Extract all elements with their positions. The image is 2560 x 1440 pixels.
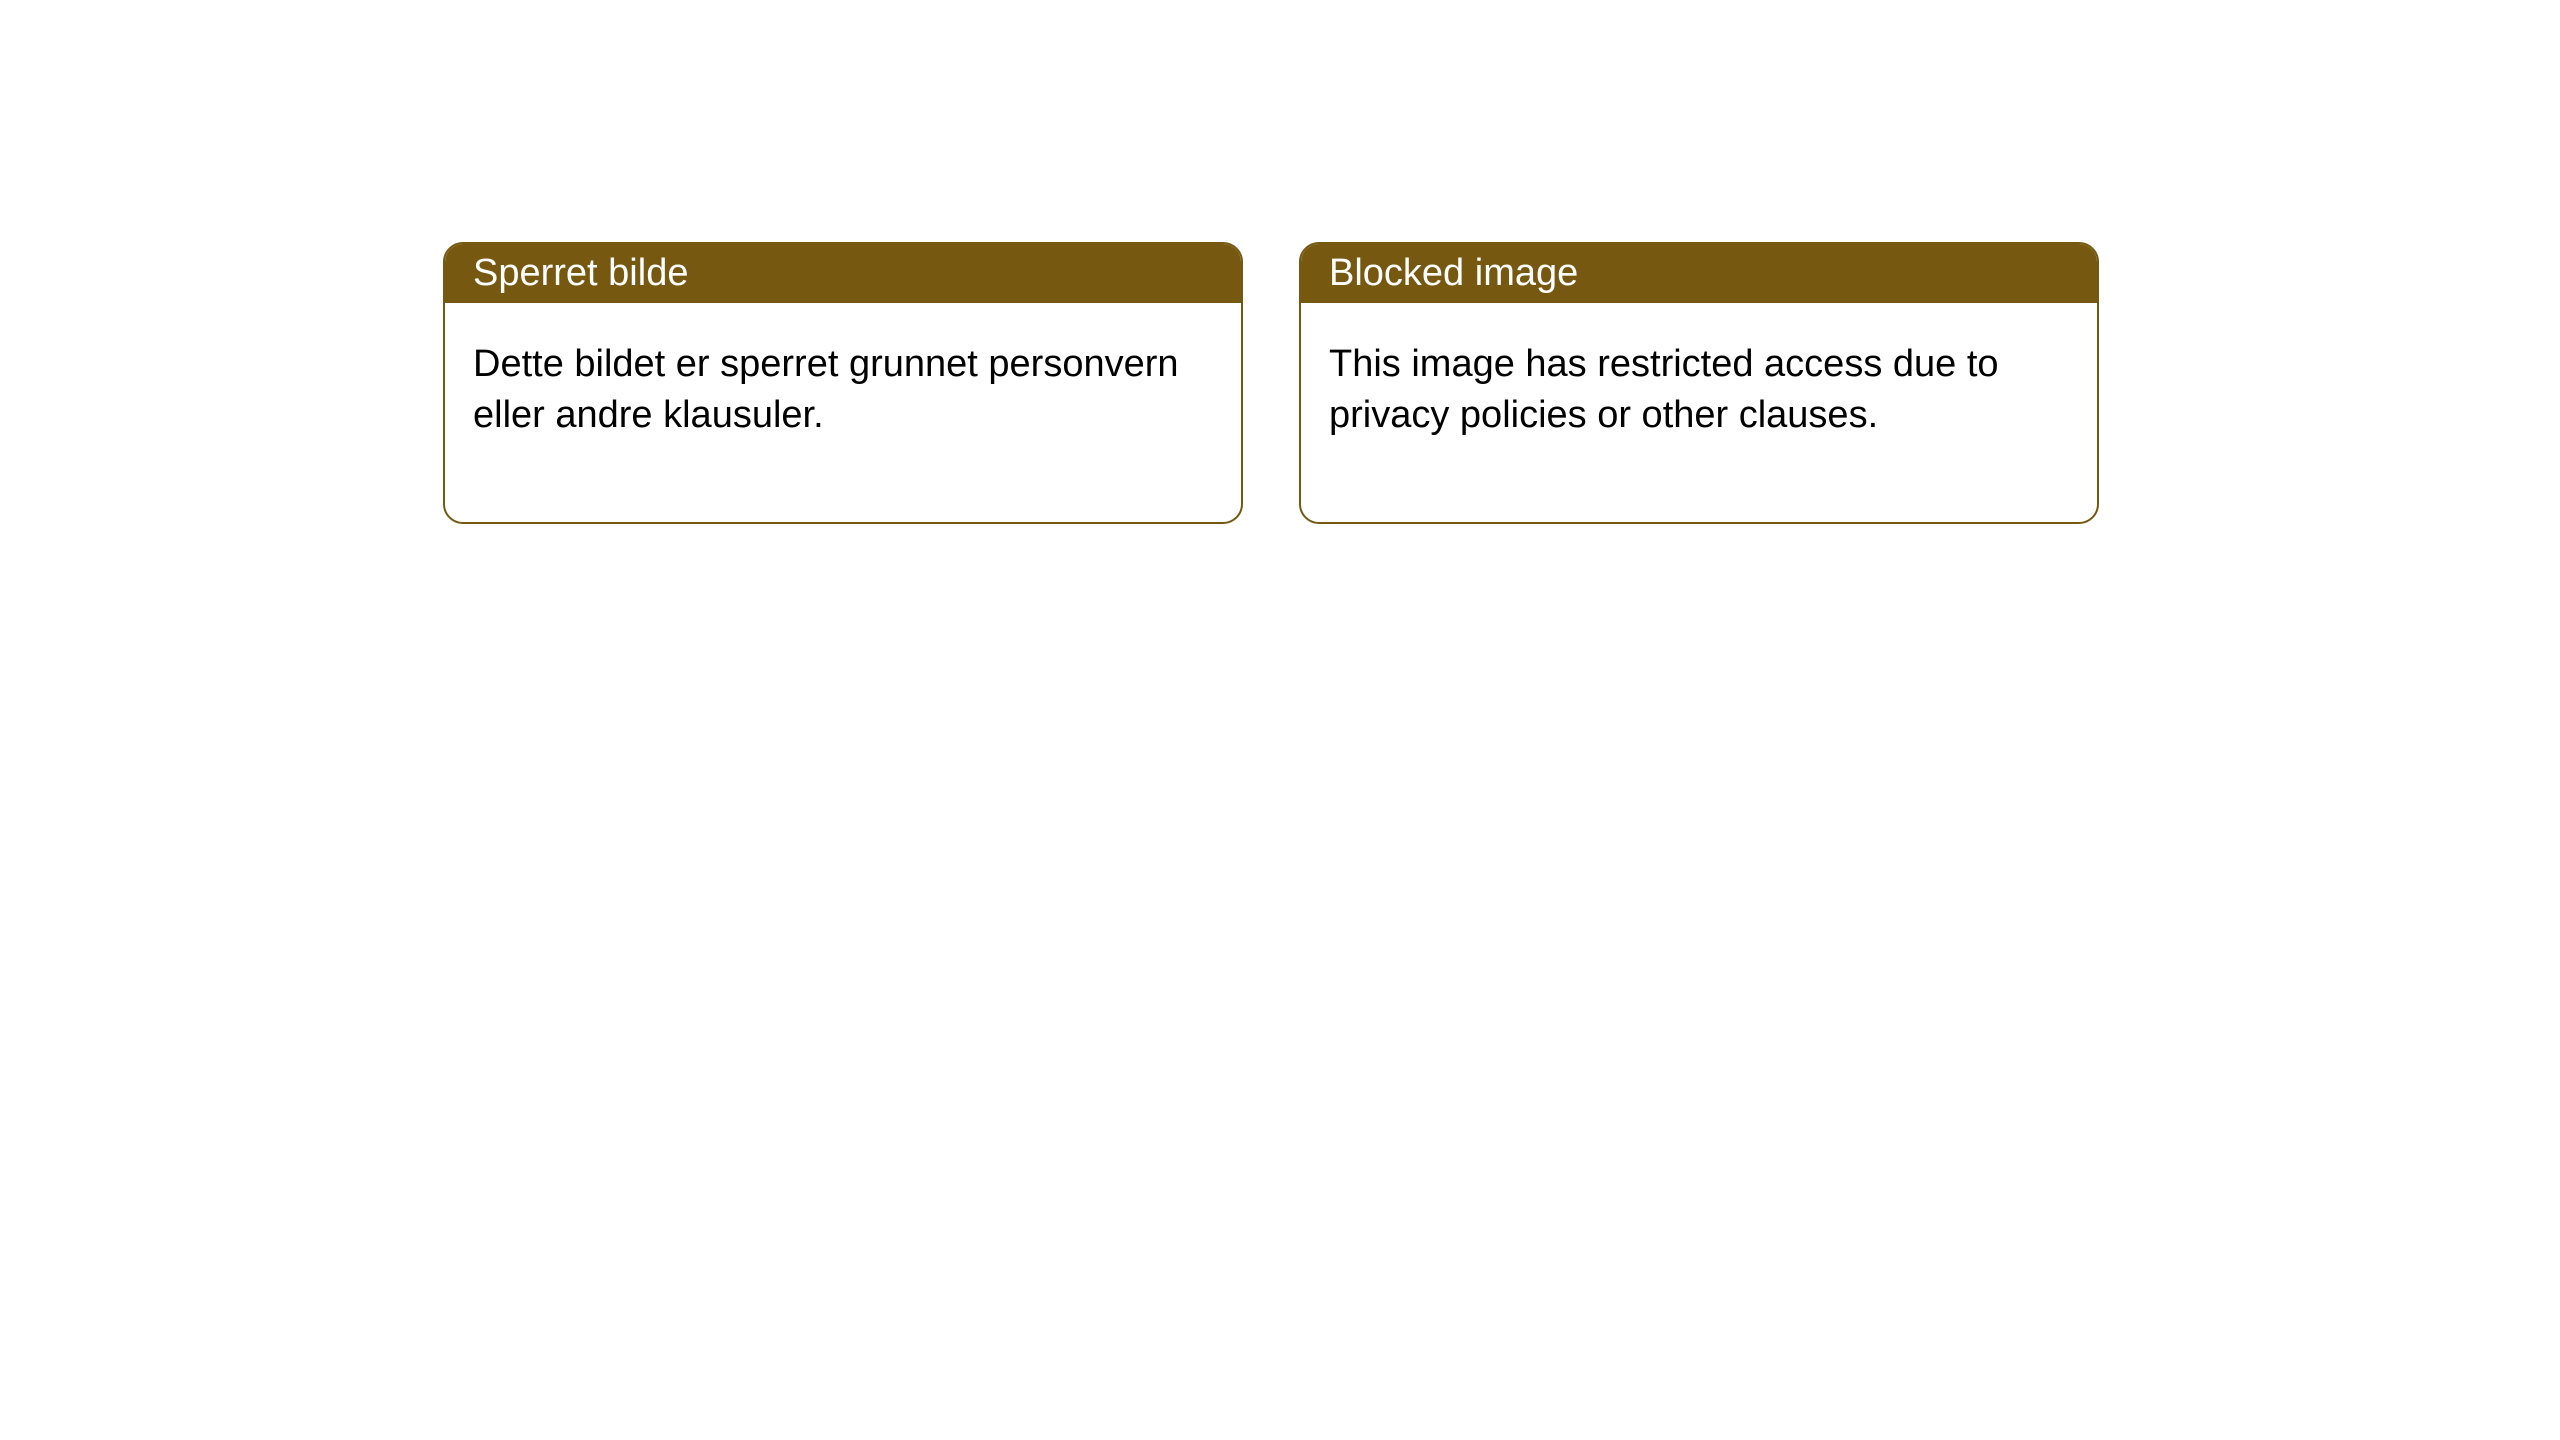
blocked-image-card-en: Blocked image This image has restricted … <box>1299 242 2099 524</box>
card-body: This image has restricted access due to … <box>1301 303 2097 522</box>
card-header: Blocked image <box>1301 244 2097 303</box>
notice-container: Sperret bilde Dette bildet er sperret gr… <box>0 0 2560 524</box>
card-message: Dette bildet er sperret grunnet personve… <box>473 343 1179 436</box>
blocked-image-card-no: Sperret bilde Dette bildet er sperret gr… <box>443 242 1243 524</box>
card-message: This image has restricted access due to … <box>1329 343 1999 436</box>
card-header: Sperret bilde <box>445 244 1241 303</box>
card-title: Blocked image <box>1329 252 1578 294</box>
card-title: Sperret bilde <box>473 252 688 294</box>
card-body: Dette bildet er sperret grunnet personve… <box>445 303 1241 522</box>
